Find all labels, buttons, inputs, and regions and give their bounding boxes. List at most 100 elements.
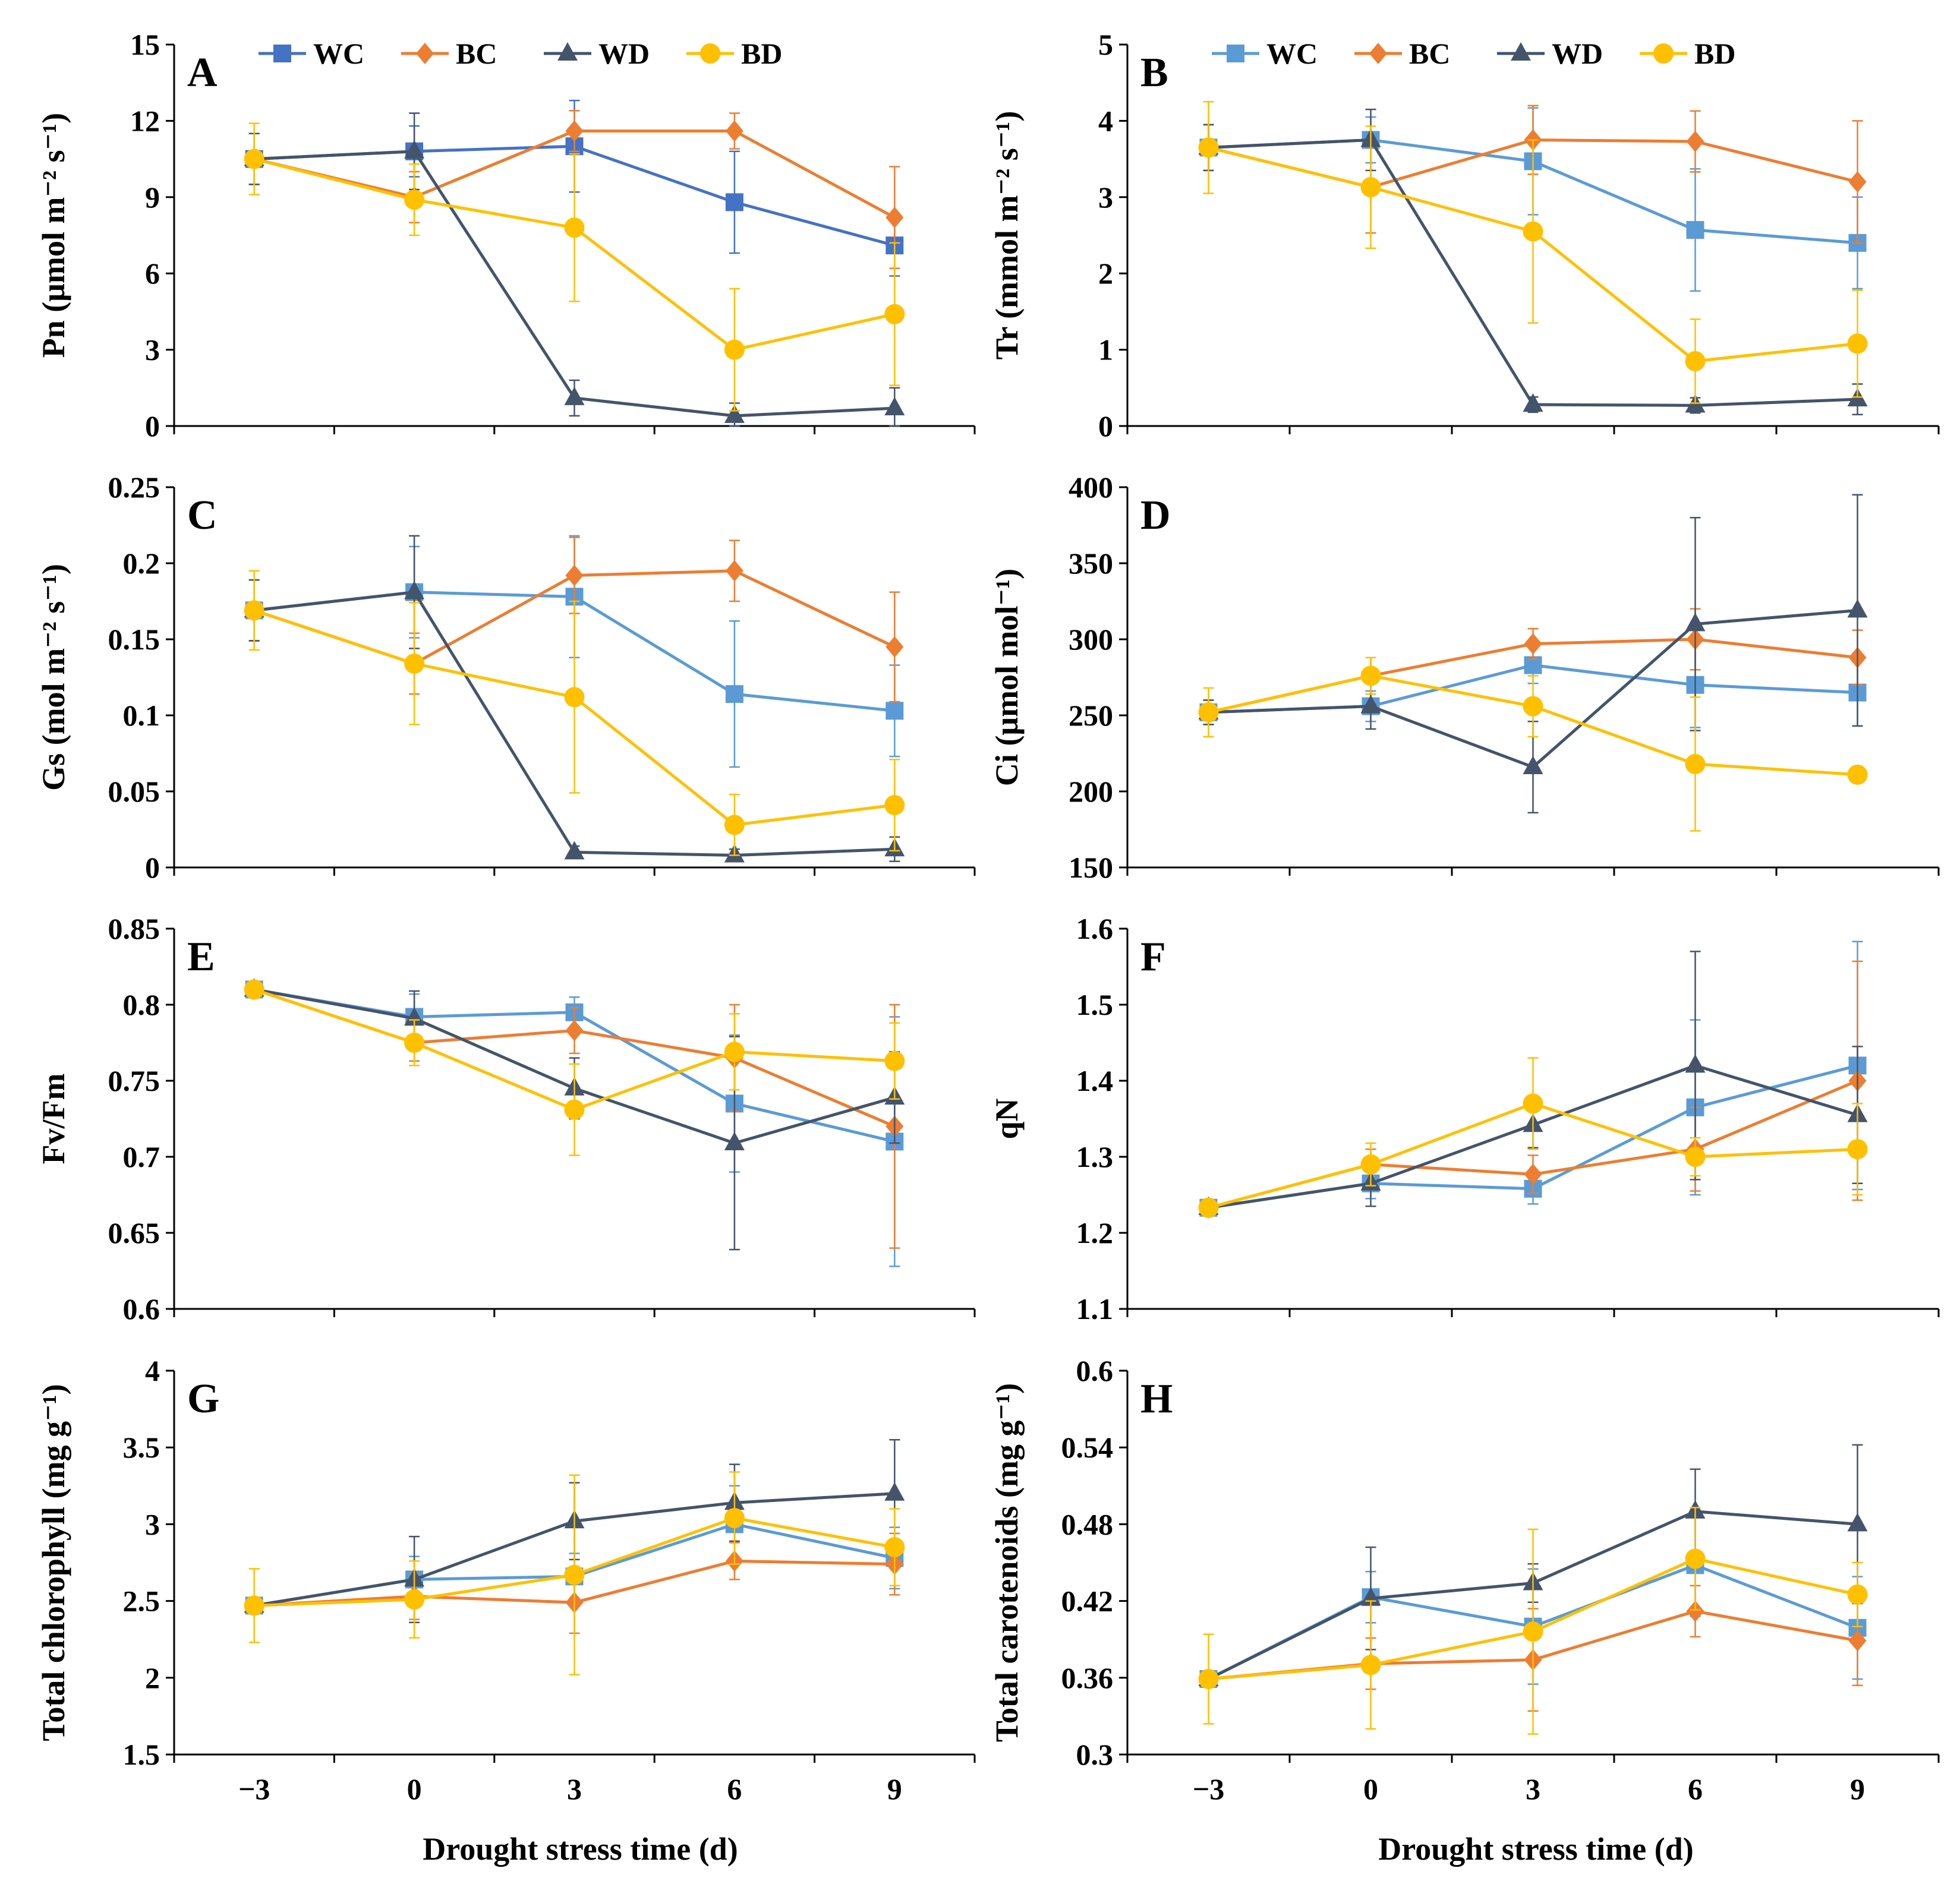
data-point bbox=[1847, 333, 1868, 354]
data-point bbox=[1523, 1093, 1543, 1114]
data-point bbox=[404, 190, 425, 210]
data-point bbox=[404, 1033, 425, 1053]
panel-letter: C bbox=[187, 493, 218, 538]
y-tick-label: 1.2 bbox=[1076, 1216, 1114, 1249]
panel-letter: E bbox=[187, 934, 215, 980]
y-tick-label: 1 bbox=[1098, 333, 1113, 367]
data-point bbox=[1198, 702, 1219, 722]
data-point bbox=[884, 1050, 905, 1071]
x-tick-label: −3 bbox=[1193, 1772, 1225, 1806]
y-tick-label: 9 bbox=[145, 181, 160, 214]
panel-f: 1.1 1.2 1.3 1.4 1.5 1.6 qN F bbox=[989, 912, 1940, 1326]
data-point bbox=[1685, 1548, 1706, 1569]
data-point bbox=[1685, 1054, 1706, 1073]
data-point bbox=[564, 217, 585, 238]
y-tick-label: 0 bbox=[145, 851, 160, 884]
y-tick-label: 0.3 bbox=[1076, 1738, 1114, 1771]
y-axis-title: Fv/Fm bbox=[36, 1074, 71, 1165]
y-tick-label: 0.54 bbox=[1061, 1431, 1114, 1464]
legend-label: BD bbox=[741, 37, 782, 70]
data-point bbox=[1360, 665, 1381, 686]
data-point bbox=[724, 1508, 745, 1529]
legend-marker bbox=[1511, 42, 1531, 61]
data-point bbox=[1847, 599, 1868, 618]
data-point bbox=[1360, 1154, 1381, 1175]
legend-label: WD bbox=[598, 37, 650, 70]
data-point bbox=[1523, 1621, 1543, 1642]
y-tick-label: 0.6 bbox=[123, 1292, 160, 1326]
data-point bbox=[725, 685, 743, 703]
data-point bbox=[1524, 1163, 1542, 1185]
legend-label: BC bbox=[456, 37, 497, 70]
data-point bbox=[886, 636, 904, 658]
panel-g: 1.5 2 2.5 3 3.5 4 −3 0 3 6 9 Total chlorophyll (mg … bbox=[36, 1354, 976, 1806]
data-point bbox=[1847, 764, 1868, 785]
y-tick-label: 0.48 bbox=[1061, 1507, 1114, 1541]
data-point bbox=[564, 841, 585, 860]
y-tick-label: 3 bbox=[145, 1507, 160, 1541]
y-tick-label: 400 bbox=[1069, 471, 1113, 504]
panel-letter: D bbox=[1140, 493, 1171, 538]
y-tick-label: 1.5 bbox=[1076, 988, 1114, 1021]
panel-letter: A bbox=[187, 50, 218, 96]
data-point bbox=[1198, 1197, 1219, 1218]
data-point bbox=[725, 193, 743, 212]
y-tick-label: 2 bbox=[145, 1661, 160, 1694]
x-tick-label: 9 bbox=[887, 1772, 902, 1806]
legend-label: WC bbox=[1266, 37, 1318, 70]
data-point bbox=[564, 1564, 585, 1585]
y-tick-label: 1.4 bbox=[1076, 1064, 1114, 1097]
data-point bbox=[724, 404, 745, 423]
y-axis-title: Tr (mmol m⁻² s⁻¹) bbox=[989, 111, 1025, 360]
data-point bbox=[1360, 1655, 1381, 1675]
data-point bbox=[1847, 1513, 1868, 1532]
data-point bbox=[1685, 1147, 1706, 1167]
y-tick-label: 4 bbox=[1098, 104, 1113, 137]
series-bd bbox=[1198, 657, 1868, 832]
y-tick-label: 0.6 bbox=[1076, 1354, 1114, 1387]
y-tick-label: 150 bbox=[1069, 851, 1113, 884]
y-tick-label: 1.1 bbox=[1076, 1292, 1114, 1326]
data-point bbox=[724, 1042, 745, 1062]
legend-label: BD bbox=[1694, 37, 1735, 70]
panel-letter: H bbox=[1140, 1376, 1173, 1422]
data-point bbox=[725, 120, 743, 142]
y-tick-label: 0.65 bbox=[108, 1216, 160, 1249]
legend: WC BC WD BD bbox=[1212, 37, 1735, 70]
y-tick-label: 350 bbox=[1069, 547, 1113, 580]
data-point bbox=[1524, 633, 1542, 655]
data-point bbox=[404, 653, 425, 674]
x-tick-label: 0 bbox=[1363, 1772, 1378, 1806]
y-tick-label: 15 bbox=[130, 28, 160, 61]
data-point bbox=[564, 386, 585, 405]
data-point bbox=[1360, 695, 1381, 714]
data-point bbox=[565, 1020, 584, 1042]
panel-letter: F bbox=[1140, 934, 1166, 980]
legend-marker bbox=[700, 43, 720, 64]
panel-c: 0 0.05 0.1 0.15 0.2 0.25 Gs (mol m⁻² s⁻¹) C bbox=[36, 471, 976, 884]
series-bd bbox=[1198, 1057, 1868, 1218]
data-point bbox=[1686, 1600, 1704, 1622]
data-point bbox=[884, 397, 905, 416]
y-tick-label: 2.5 bbox=[123, 1585, 160, 1618]
legend-marker bbox=[416, 43, 434, 64]
y-tick-label: 0.2 bbox=[123, 547, 160, 580]
y-axis-title: Pn (μmol m⁻² s⁻¹) bbox=[36, 113, 71, 358]
data-point bbox=[244, 979, 264, 1000]
data-point bbox=[565, 120, 584, 142]
data-point bbox=[884, 795, 905, 816]
data-point bbox=[1847, 1584, 1868, 1605]
y-tick-label: 1.5 bbox=[123, 1738, 160, 1771]
panel-h: 0.3 0.36 0.42 0.48 0.54 0.6 −3 0 3 6 9 Total carote… bbox=[989, 1354, 1940, 1806]
panel-d: 150 200 250 300 350 400 Ci (μmol mol⁻¹) D bbox=[989, 471, 1940, 884]
legend-marker bbox=[273, 45, 291, 62]
series-bd bbox=[1198, 101, 1868, 404]
x-tick-label: −3 bbox=[238, 1772, 270, 1806]
panel-e: 0.6 0.65 0.7 0.75 0.8 0.85 Fv/Fm E bbox=[36, 912, 976, 1326]
y-tick-label: 4 bbox=[145, 1354, 160, 1387]
data-point bbox=[1360, 177, 1381, 198]
data-point bbox=[724, 1131, 745, 1150]
x-axis-title-right: Drought stress time (d) bbox=[1378, 1831, 1693, 1867]
data-point bbox=[244, 149, 264, 169]
